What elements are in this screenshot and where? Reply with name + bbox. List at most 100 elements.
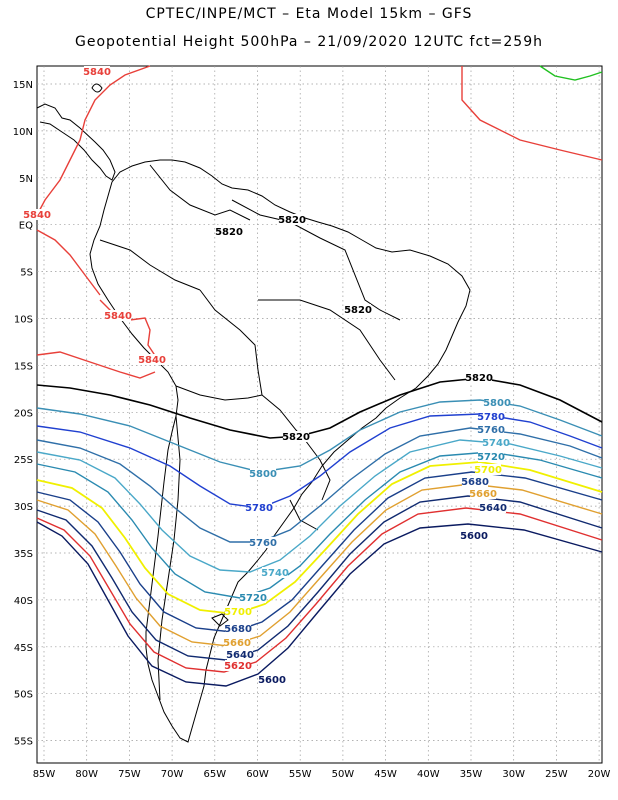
coast-caribbean-cuba [91, 83, 103, 93]
lon-tick-label: 85W [33, 769, 56, 780]
contour-label-bg [461, 530, 487, 541]
contour-label-bg [139, 354, 165, 365]
contour-label-bg [225, 606, 251, 617]
contour-label: 5740 [482, 438, 510, 449]
contour-label: 5800 [249, 469, 277, 480]
contour-label-bg [259, 674, 285, 685]
contour-label-bg [345, 304, 371, 315]
lon-tick-label: 45W [374, 769, 397, 780]
contour-label: 5600 [460, 531, 488, 542]
contour-label-bg [84, 66, 110, 77]
lon-tick-label: 70W [161, 769, 184, 780]
lat-tick-label: 5N [19, 174, 33, 185]
contour-label: 5840 [138, 355, 166, 366]
contour-5620 [36, 507, 603, 673]
border-argentina-chile [157, 415, 181, 701]
contour-label-bg [240, 592, 266, 603]
contour-label: 5640 [226, 650, 254, 661]
contour-5720 [36, 451, 603, 599]
contour-label-bg [224, 637, 250, 648]
contour-label: 5620 [224, 661, 252, 672]
contour-lines [36, 65, 603, 687]
contour-label-bg [250, 468, 276, 479]
contour-labels: 5840 5840 5840 5840 5820 5820 5820 5820 5820 5800… [23, 66, 511, 686]
border-brazil-west [199, 289, 263, 396]
lat-tick-label: EQ [19, 221, 33, 232]
contour-5660 [36, 483, 603, 647]
contour-label-bg [478, 451, 504, 462]
contour-5640 [36, 495, 603, 661]
border-argentina-brazil [304, 439, 331, 501]
contour-5740 [36, 439, 603, 573]
contour-5780 [36, 413, 603, 509]
lon-tick-label: 80W [75, 769, 98, 780]
lat-tick-label: 25S [14, 455, 33, 466]
contour-label: 5820 [465, 373, 493, 384]
contour-label-bg [105, 310, 131, 321]
border-colombia-venezuela [149, 164, 251, 221]
contour-5700 [36, 461, 603, 615]
contour-label-bg [262, 567, 288, 578]
contour-label: 5840 [23, 210, 51, 221]
contour-label-bg [462, 476, 488, 487]
contour-label: 5780 [245, 503, 273, 514]
contour-label: 5640 [479, 503, 507, 514]
contour-5680 [36, 471, 603, 633]
lat-tick-label: 10N [13, 127, 33, 138]
lon-tick-label: 55W [289, 769, 312, 780]
contour-label: 5660 [469, 489, 497, 500]
contour-label-bg [250, 537, 276, 548]
title-line-2: Geopotential Height 500hPa – 21/09/2020 … [75, 34, 543, 50]
title-line-1: CPTEC/INPE/MCT – Eta Model 15km – GFS [145, 6, 473, 22]
contour-label: 5820 [278, 215, 306, 226]
lon-tick-label: 35W [460, 769, 483, 780]
contour-label-bg [24, 209, 50, 220]
axis-ticks: 15N 10N 5N EQ 5S 10S 15S 20S 25S 30S 35S 40S 45S 50S 5… [13, 80, 611, 780]
contour-label-bg [279, 214, 305, 225]
contour-label: 5660 [223, 638, 251, 649]
contour-label-bg [283, 431, 309, 442]
border-uruguay [289, 499, 319, 531]
lon-tick-label: 50W [332, 769, 355, 780]
lon-tick-label: 20W [588, 769, 611, 780]
contour-label-bg [227, 649, 253, 660]
border-colombia-peru [99, 239, 201, 291]
lat-tick-label: 20S [14, 408, 33, 419]
lat-tick-label: 55S [14, 737, 33, 748]
graticule [37, 66, 602, 763]
contour-label: 5680 [224, 624, 252, 635]
contour-5840-west [36, 351, 156, 379]
contour-5800 [36, 399, 603, 473]
contour-label: 5700 [224, 607, 252, 618]
contour-label: 5760 [249, 538, 277, 549]
contour-label: 5720 [239, 593, 267, 604]
contour-label-bg [466, 372, 492, 383]
lat-tick-label: 5S [20, 268, 33, 279]
contour-5840-northwest [36, 65, 151, 216]
contour-label-bg [225, 660, 251, 671]
contour-label: 5720 [477, 452, 505, 463]
lon-tick-label: 65W [203, 769, 226, 780]
lon-tick-label: 60W [246, 769, 269, 780]
contour-label-bg [246, 502, 272, 513]
contour-label-bg [470, 488, 496, 499]
contour-label-bg [225, 623, 251, 634]
contour-5840-west-edge [36, 229, 101, 296]
lat-tick-label: 35S [14, 549, 33, 560]
contour-label: 5600 [258, 675, 286, 686]
contour-label-bg [480, 502, 506, 513]
lat-tick-label: 15N [13, 80, 33, 91]
contour-label-bg [475, 464, 501, 475]
contour-label: 5740 [261, 568, 289, 579]
contour-label-bg [478, 411, 504, 422]
contour-label: 5820 [215, 227, 243, 238]
border-bolivia [175, 385, 263, 401]
contour-label: 5780 [477, 412, 505, 423]
contour-label-bg [484, 397, 510, 408]
lon-tick-label: 75W [118, 769, 141, 780]
lat-tick-label: 15S [14, 361, 33, 372]
map-frame [36, 65, 603, 764]
contour-label: 5820 [344, 305, 372, 316]
contour-label: 5700 [474, 465, 502, 476]
